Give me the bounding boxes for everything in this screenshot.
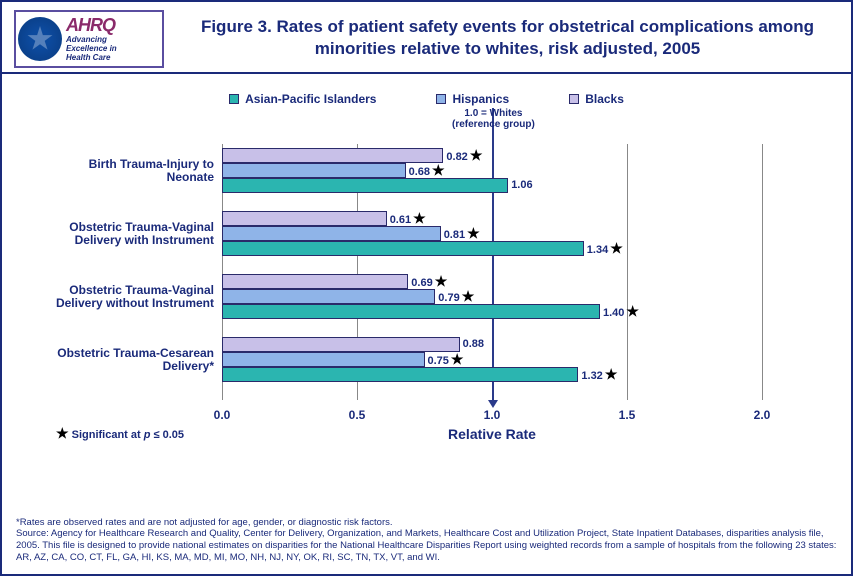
bar	[222, 352, 425, 367]
bar-value-label: 0.81★	[441, 226, 480, 241]
category-label: Obstetric Trauma-Vaginal Delivery with I…	[42, 221, 214, 249]
x-tick-label: 1.0	[484, 408, 501, 422]
bar-value-label: 0.75★	[425, 352, 464, 367]
footnote-rates: *Rates are observed rates and are not ad…	[16, 517, 837, 529]
significance-note: ★ Significant at p ≤ 0.05	[54, 425, 184, 442]
x-tick-label: 2.0	[754, 408, 771, 422]
ahrq-text-block: AHRQ Advancing Excellence in Health Care	[66, 15, 117, 62]
bar-value-label: 1.06	[508, 178, 532, 193]
reference-arrowhead-icon	[488, 400, 498, 408]
plot-region: Relative Rate ★ Significant at p ≤ 0.05 …	[222, 144, 762, 422]
bar-value-text: 0.81	[444, 229, 465, 241]
significance-star-icon: ★	[470, 147, 483, 163]
grid-line	[762, 144, 763, 400]
bar	[222, 241, 584, 256]
chart-area: Asian-Pacific Islanders Hispanics Blacks R…	[2, 74, 851, 466]
bar-value-label: 0.88	[460, 337, 484, 352]
ahrq-wordmark: AHRQ	[66, 15, 117, 36]
legend-item: Blacks	[569, 92, 624, 106]
bar-value-text: 0.75	[428, 355, 449, 367]
legend-swatch	[436, 94, 446, 104]
category-label: Birth Trauma-Injury to Neonate	[42, 158, 214, 186]
significance-star-icon: ★	[451, 351, 464, 367]
ahrq-tagline-3: Health Care	[66, 54, 117, 63]
x-tick-label: 1.5	[619, 408, 636, 422]
significance-star-icon: ★	[467, 225, 480, 241]
category-label: Obstetric Trauma-Vaginal Delivery withou…	[42, 284, 214, 312]
significance-star-icon: ★	[432, 162, 445, 178]
bar	[222, 211, 387, 226]
bar-value-label: 1.34★	[584, 241, 623, 256]
legend-label: Hispanics	[452, 92, 509, 106]
bar-value-label: 1.32★	[578, 367, 617, 382]
x-axis-title: Relative Rate	[448, 426, 536, 442]
bar	[222, 163, 406, 178]
bar-value-text: 0.79	[438, 292, 459, 304]
bar-value-text: 0.82	[446, 151, 467, 163]
bar	[222, 148, 443, 163]
significance-star-icon: ★	[413, 210, 426, 226]
legend: Asian-Pacific Islanders Hispanics Blacks	[42, 82, 811, 108]
legend-label: Blacks	[585, 92, 624, 106]
reference-label: 1.0 = Whites(reference group)	[452, 108, 535, 130]
bar	[222, 274, 408, 289]
sig-note-suffix: ≤ 0.05	[150, 429, 184, 441]
bar-value-label: 0.69★	[408, 274, 447, 289]
figure-title: Figure 3. Rates of patient safety events…	[176, 10, 839, 60]
significance-star-icon: ★	[462, 288, 475, 304]
header: AHRQ Advancing Excellence in Health Care…	[2, 2, 851, 74]
significance-star-icon: ★	[610, 240, 623, 256]
significance-star-icon: ★	[435, 273, 448, 289]
bar-value-text: 0.69	[411, 277, 432, 289]
bar	[222, 337, 460, 352]
bar-value-text: 1.34	[587, 244, 608, 256]
ahrq-logo-box: AHRQ Advancing Excellence in Health Care	[14, 10, 164, 68]
bar-value-text: 1.32	[581, 370, 602, 382]
sig-note-prefix: Significant at	[72, 429, 144, 441]
bar	[222, 226, 441, 241]
ref-label-l2: (reference group)	[452, 119, 535, 130]
bar	[222, 289, 435, 304]
legend-swatch	[229, 94, 239, 104]
significance-star-icon: ★	[605, 366, 618, 382]
ref-label-l1: 1.0 = Whites	[464, 108, 522, 119]
bar-value-label: 0.68★	[406, 163, 445, 178]
hhs-seal-icon	[18, 17, 62, 61]
legend-label: Asian-Pacific Islanders	[245, 92, 376, 106]
bar-value-label: 0.79★	[435, 289, 474, 304]
bar-value-text: 0.68	[409, 166, 430, 178]
legend-item: Hispanics	[436, 92, 509, 106]
x-tick-label: 0.0	[214, 408, 231, 422]
footnote-source: Source: Agency for Healthcare Research a…	[16, 528, 837, 564]
bar	[222, 367, 578, 382]
x-tick-label: 0.5	[349, 408, 366, 422]
category-label: Obstetric Trauma-Cesarean Delivery*	[42, 347, 214, 375]
legend-swatch	[569, 94, 579, 104]
footnotes: *Rates are observed rates and are not ad…	[16, 517, 837, 565]
bar	[222, 304, 600, 319]
bar-value-text: 1.06	[511, 179, 532, 191]
figure-container: AHRQ Advancing Excellence in Health Care…	[0, 0, 853, 576]
bar-value-text: 1.40	[603, 307, 624, 319]
bar-value-label: 1.40★	[600, 304, 639, 319]
bar-value-label: 0.82★	[443, 148, 482, 163]
bar	[222, 178, 508, 193]
bar-value-label: 0.61★	[387, 211, 426, 226]
significance-star-icon: ★	[626, 303, 639, 319]
grid-line	[627, 144, 628, 400]
bar-value-text: 0.61	[390, 214, 411, 226]
bar-value-text: 0.88	[463, 338, 484, 350]
legend-item: Asian-Pacific Islanders	[229, 92, 376, 106]
